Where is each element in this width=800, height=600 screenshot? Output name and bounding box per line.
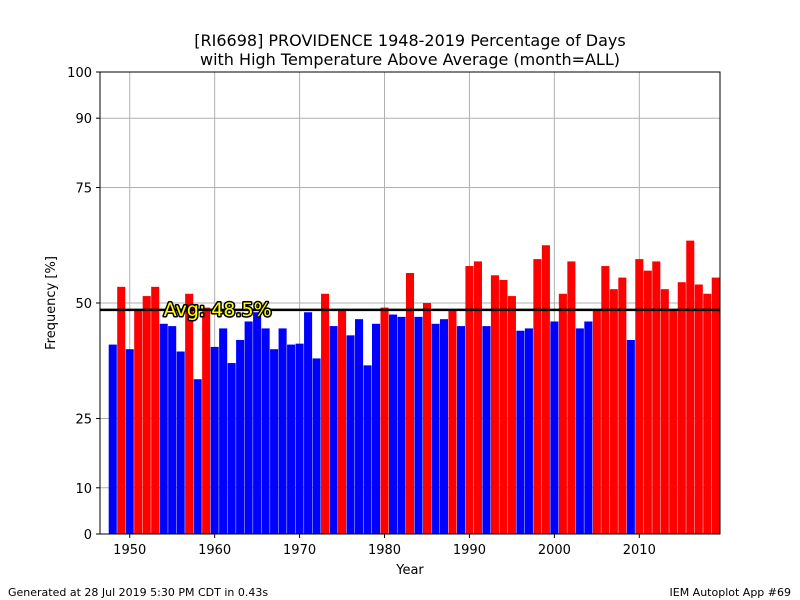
bar-1955 <box>168 326 177 534</box>
bar-1985 <box>422 303 432 534</box>
bar-1983 <box>405 272 415 534</box>
y-tick-label: 25 <box>75 413 92 428</box>
bar-1976 <box>346 335 355 534</box>
y-tick-label: 90 <box>75 112 92 127</box>
y-tick-label: 75 <box>75 182 92 197</box>
bar-2011 <box>643 270 652 534</box>
bar-1981 <box>388 314 398 534</box>
bar-2013 <box>660 289 669 534</box>
bar-2001 <box>558 293 567 534</box>
y-tick-label: 50 <box>75 297 92 312</box>
bar-2005 <box>592 309 601 534</box>
bar-1959 <box>202 307 211 534</box>
bar-1975 <box>338 309 347 534</box>
bar-2016 <box>686 240 695 534</box>
bar-2014 <box>669 309 678 534</box>
x-tick-label: 2010 <box>623 543 656 558</box>
bar-1982 <box>397 316 406 534</box>
bar-1989 <box>456 326 465 534</box>
bar-1970 <box>295 343 304 534</box>
bar-1962 <box>227 363 236 534</box>
bar-1971 <box>304 312 313 534</box>
bar-2015 <box>677 282 686 534</box>
bar-1977 <box>355 319 364 534</box>
bar-1961 <box>219 328 228 534</box>
bar-1987 <box>439 319 449 534</box>
bar-1997 <box>524 328 533 534</box>
bar-1972 <box>312 358 321 534</box>
bar-1967 <box>270 349 279 534</box>
bar-1992 <box>482 326 491 534</box>
bar-1990 <box>465 266 474 534</box>
bar-1998 <box>533 259 542 534</box>
bar-2009 <box>626 339 635 534</box>
x-tick-label: 1980 <box>368 543 401 558</box>
chart-title-line-2: with High Temperature Above Average (mon… <box>200 50 620 69</box>
bar-1960 <box>210 346 219 534</box>
bar-1950 <box>125 349 134 534</box>
footer-app-label: IEM Autoplot App #69 <box>669 586 792 599</box>
bar-1999 <box>541 245 550 534</box>
bar-1968 <box>278 328 287 534</box>
bar-2000 <box>550 321 559 534</box>
bar-1991 <box>473 261 482 534</box>
x-tick-label: 1960 <box>198 543 231 558</box>
bar-1980 <box>380 307 389 534</box>
bar-1995 <box>507 296 516 534</box>
bar-1957 <box>185 293 194 534</box>
bar-2017 <box>694 284 703 534</box>
bar-1965 <box>253 312 262 534</box>
bar-1978 <box>363 365 372 534</box>
bar-2019 <box>711 277 720 534</box>
bar-1984 <box>414 316 423 534</box>
bar-1974 <box>329 326 338 534</box>
bar-1966 <box>261 328 270 534</box>
chart-title-line-1: [RI6698] PROVIDENCE 1948-2019 Percentage… <box>194 31 626 50</box>
bar-1973 <box>321 293 330 534</box>
bar-1963 <box>236 339 245 534</box>
bar-2006 <box>601 266 610 534</box>
bar-1986 <box>431 323 440 534</box>
bar-2008 <box>618 277 627 534</box>
bar-1958 <box>193 379 202 534</box>
bar-1994 <box>499 279 508 534</box>
bar-1956 <box>176 351 185 534</box>
y-tick-label: 100 <box>67 66 92 81</box>
bar-1996 <box>516 330 525 534</box>
bar-2010 <box>635 259 644 534</box>
bar-2018 <box>703 293 712 534</box>
bar-2012 <box>652 261 661 534</box>
bar-1979 <box>371 323 381 534</box>
bar-2007 <box>609 289 618 534</box>
x-tick-label: 1950 <box>113 543 146 558</box>
bar-2002 <box>567 261 576 534</box>
x-tick-label: 1970 <box>283 543 316 558</box>
bar-1949 <box>117 286 126 534</box>
bar-1953 <box>151 286 160 534</box>
bar-1993 <box>490 275 499 534</box>
y-axis-label: Frequency [%] <box>44 256 59 350</box>
bar-1969 <box>287 344 296 534</box>
bar-1954 <box>159 323 168 534</box>
bar-2004 <box>584 321 593 534</box>
bar-1952 <box>142 296 151 534</box>
footer-generated-text: Generated at 28 Jul 2019 5:30 PM CDT in … <box>8 586 269 599</box>
y-tick-label: 10 <box>75 482 92 497</box>
x-axis-label: Year <box>395 563 424 578</box>
bar-1951 <box>134 309 143 534</box>
y-tick-label: 0 <box>84 528 92 543</box>
x-tick-label: 1990 <box>453 543 486 558</box>
bar-2003 <box>575 328 584 534</box>
x-tick-label: 2000 <box>538 543 571 558</box>
bar-1964 <box>244 321 253 534</box>
average-label: Avg: 48.5% <box>164 299 272 321</box>
bar-1988 <box>448 309 457 534</box>
bar-1948 <box>108 344 117 534</box>
